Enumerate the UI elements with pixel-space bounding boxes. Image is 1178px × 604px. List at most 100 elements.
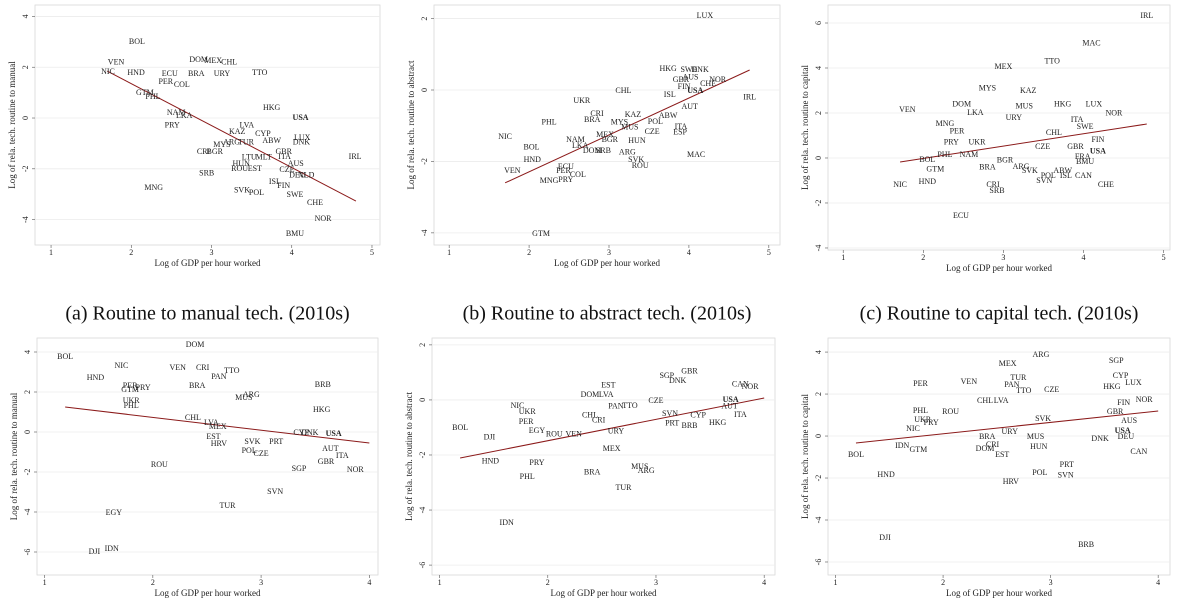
- country-point: PRY: [529, 458, 544, 467]
- country-point: CRI: [590, 109, 604, 118]
- country-point: ESP: [673, 128, 687, 137]
- country-point: UKR: [969, 138, 987, 147]
- country-point: IDN: [105, 544, 119, 553]
- y-tick-label: -2: [814, 200, 823, 207]
- y-tick-label: 4: [23, 350, 32, 354]
- country-point: KAZ: [625, 110, 642, 119]
- country-point: PER: [123, 381, 138, 390]
- country-point: PRT: [1060, 460, 1074, 469]
- x-tick-label: 4: [1156, 578, 1160, 587]
- country-point: SWE: [1077, 122, 1094, 131]
- y-tick-label: -6: [418, 562, 427, 569]
- country-point: SRB: [989, 186, 1004, 195]
- country-point: BRA: [979, 432, 996, 441]
- x-tick-label: 2: [527, 248, 531, 257]
- country-point: PER: [556, 166, 571, 175]
- country-point: CYP: [690, 411, 706, 420]
- x-axis-title: Log of GDP per hour worked: [946, 588, 1052, 598]
- country-point: NIC: [115, 361, 129, 370]
- country-point: SVN: [662, 409, 678, 418]
- country-point: CAN: [1075, 171, 1092, 180]
- country-point: GBR: [1107, 407, 1124, 416]
- country-point: PHL: [913, 406, 928, 415]
- country-point: SVN: [267, 487, 283, 496]
- country-point: VEN: [108, 58, 125, 67]
- country-point: DJI: [89, 547, 101, 556]
- plot-frame: [36, 337, 379, 576]
- country-point: BMU: [1076, 157, 1094, 166]
- country-point: UKR: [914, 415, 932, 424]
- country-point: HRV: [1003, 477, 1019, 486]
- country-point: BOL: [523, 143, 539, 152]
- country-point: GTM: [121, 385, 139, 394]
- country-point: MEX: [999, 359, 1017, 368]
- y-axis-title: Log of rela. tech. routine to manual: [9, 392, 19, 520]
- x-tick-label: 4: [290, 248, 294, 257]
- country-point: KAZ: [229, 127, 246, 136]
- y-tick-label: -2: [814, 475, 823, 482]
- country-point: MAC: [1082, 39, 1100, 48]
- country-point: CZE: [645, 127, 660, 136]
- y-tick-label: -4: [814, 245, 823, 252]
- country-point: HKG: [659, 64, 677, 73]
- country-point: HKG: [1054, 100, 1072, 109]
- country-point: DNK: [293, 138, 311, 147]
- country-point: ROU: [151, 460, 168, 469]
- country-point: GTM: [532, 229, 550, 238]
- country-point: IDN: [895, 441, 909, 450]
- country-point: NIC: [101, 67, 115, 76]
- x-axis-title: Log of GDP per hour worked: [155, 258, 261, 268]
- country-point: AUT: [322, 444, 339, 453]
- x-tick-label: 1: [447, 248, 451, 257]
- country-point: AUS: [682, 73, 698, 82]
- country-point: ARG: [223, 138, 240, 147]
- country-point: LVA: [239, 121, 254, 130]
- country-point: NAM: [167, 108, 186, 117]
- country-point: TTO: [622, 401, 638, 410]
- country-point: DOM: [189, 55, 208, 64]
- country-point: SVK: [628, 155, 644, 164]
- country-point: URY: [1002, 427, 1019, 436]
- country-point: PRY: [136, 383, 151, 392]
- y-tick-label: -6: [23, 549, 32, 556]
- x-tick-label: 5: [370, 248, 374, 257]
- country-point: TUR: [220, 501, 237, 510]
- country-point: MAC: [687, 150, 705, 159]
- country-point: SVK: [234, 186, 250, 195]
- country-point: ITA: [1071, 115, 1084, 124]
- x-tick-label: 2: [129, 248, 133, 257]
- country-point: MUS: [621, 123, 638, 132]
- country-point: EGY: [529, 426, 546, 435]
- country-point: DEU: [289, 171, 306, 180]
- x-tick-label: 1: [438, 578, 442, 587]
- country-point: LUX: [294, 133, 311, 142]
- country-point: COL: [174, 80, 190, 89]
- country-point: SGP: [1109, 356, 1124, 365]
- country-point: LVA: [204, 418, 219, 427]
- country-point: CRI: [986, 180, 1000, 189]
- y-tick-label: 2: [23, 390, 32, 394]
- country-point: BOL: [129, 37, 145, 46]
- country-point: UKR: [573, 96, 591, 105]
- country-point: IDN: [500, 518, 514, 527]
- country-point: NOR: [347, 465, 365, 474]
- country-point: DJI: [879, 533, 891, 542]
- country-point: BOL: [919, 155, 935, 164]
- plot-frame: [433, 4, 781, 246]
- country-point: SGP: [292, 464, 307, 473]
- country-point: ARG: [638, 466, 655, 475]
- fit-line: [65, 406, 370, 444]
- country-point: PRY: [924, 418, 939, 427]
- country-point: URY: [608, 427, 625, 436]
- country-point: CHL: [615, 86, 631, 95]
- caption: (a) Routine to manual tech. (2010s): [65, 303, 349, 325]
- country-point: CYP: [293, 428, 309, 437]
- country-point: BGR: [602, 135, 619, 144]
- country-point: SRB: [199, 169, 214, 178]
- country-point: SVK: [1035, 414, 1051, 423]
- country-point: SRB: [596, 146, 611, 155]
- x-tick-label: 3: [259, 578, 263, 587]
- y-tick-label: -2: [418, 452, 427, 459]
- country-point: MUS: [1027, 432, 1044, 441]
- country-point: NIC: [893, 180, 907, 189]
